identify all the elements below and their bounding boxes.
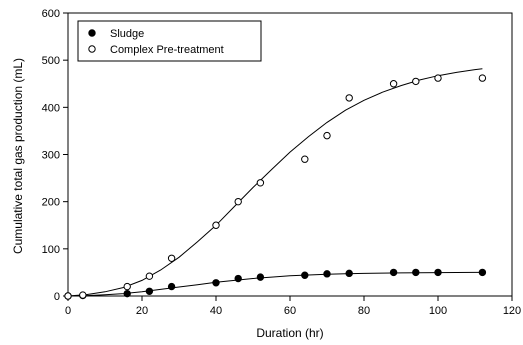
- sludge-point-14: [478, 268, 487, 277]
- sludge-point-12: [412, 268, 420, 277]
- sludge-point-4: [167, 282, 176, 291]
- sludge-point-5: [212, 279, 220, 287]
- sludge-point-13: [434, 268, 442, 277]
- complex-pre-treatment-point-0: [64, 292, 72, 300]
- sludge-point-2: [123, 289, 131, 298]
- x-tick-label-40: 40: [210, 305, 222, 317]
- sludge-point-9: [323, 270, 331, 278]
- complex-pre-treatment-point-8: [301, 155, 309, 163]
- x-tick-label-0: 0: [65, 305, 71, 317]
- complex-pre-treatment-point-5: [212, 221, 220, 229]
- y-tick-label-500: 500: [42, 55, 60, 67]
- complex-pre-treatment-point-4: [167, 254, 176, 262]
- complex-pre-treatment-fit-curve: [67, 68, 483, 297]
- sludge-point-7: [256, 273, 265, 281]
- x-tick-label-80: 80: [358, 305, 370, 317]
- sludge-point-8: [301, 271, 309, 279]
- plot-area: 0 20 40 60 80 100 120 0 100 200 300 400 500 600 Sludge…: [42, 8, 522, 317]
- complex-pre-treatment-point-13: [434, 74, 442, 82]
- x-axis-label: Duration (hr): [256, 326, 323, 340]
- complex-pre-treatment-point-7: [256, 179, 265, 187]
- y-tick-label-0: 0: [54, 291, 60, 303]
- x-tick-label-20: 20: [136, 305, 148, 317]
- y-axis-label: Cumulative total gas production (mL): [11, 58, 25, 254]
- x-tick-label-100: 100: [429, 305, 447, 317]
- complex-pre-treatment-point-3: [145, 272, 154, 280]
- x-tick-label-60: 60: [284, 305, 296, 317]
- sludge-point-10: [345, 269, 353, 278]
- complex-pre-treatment-point-2: [123, 282, 131, 291]
- y-tick-label-600: 600: [42, 8, 60, 20]
- complex-pre-treatment-point-1: [79, 291, 87, 299]
- y-tick-label-300: 300: [42, 150, 60, 162]
- complex-pre-treatment-point-11: [389, 80, 398, 88]
- sludge-fit-curve: [67, 271, 483, 297]
- legend-marker-sludge: [88, 29, 96, 37]
- complex-pre-treatment-point-9: [323, 131, 331, 140]
- y-tick-label-200: 200: [42, 197, 60, 209]
- sludge-point-11: [389, 268, 398, 277]
- complex-pre-treatment-point-6: [234, 197, 242, 206]
- legend-marker-complex-pre-treatment: [88, 45, 96, 53]
- complex-pre-treatment-point-12: [412, 77, 420, 86]
- complex-pre-treatment-point-14: [478, 74, 487, 82]
- legend-label-sludge: Sludge: [110, 28, 144, 40]
- x-tick-label-120: 120: [503, 305, 521, 317]
- sludge-point-3: [145, 287, 154, 295]
- y-tick-label-100: 100: [42, 244, 60, 256]
- y-tick-label-400: 400: [42, 102, 60, 114]
- sludge-point-6: [234, 274, 242, 283]
- complex-pre-treatment-point-10: [345, 94, 353, 102]
- legend-label-complex-pre-treatment: Complex Pre-treatment: [110, 44, 224, 56]
- legend-box: [77, 20, 262, 62]
